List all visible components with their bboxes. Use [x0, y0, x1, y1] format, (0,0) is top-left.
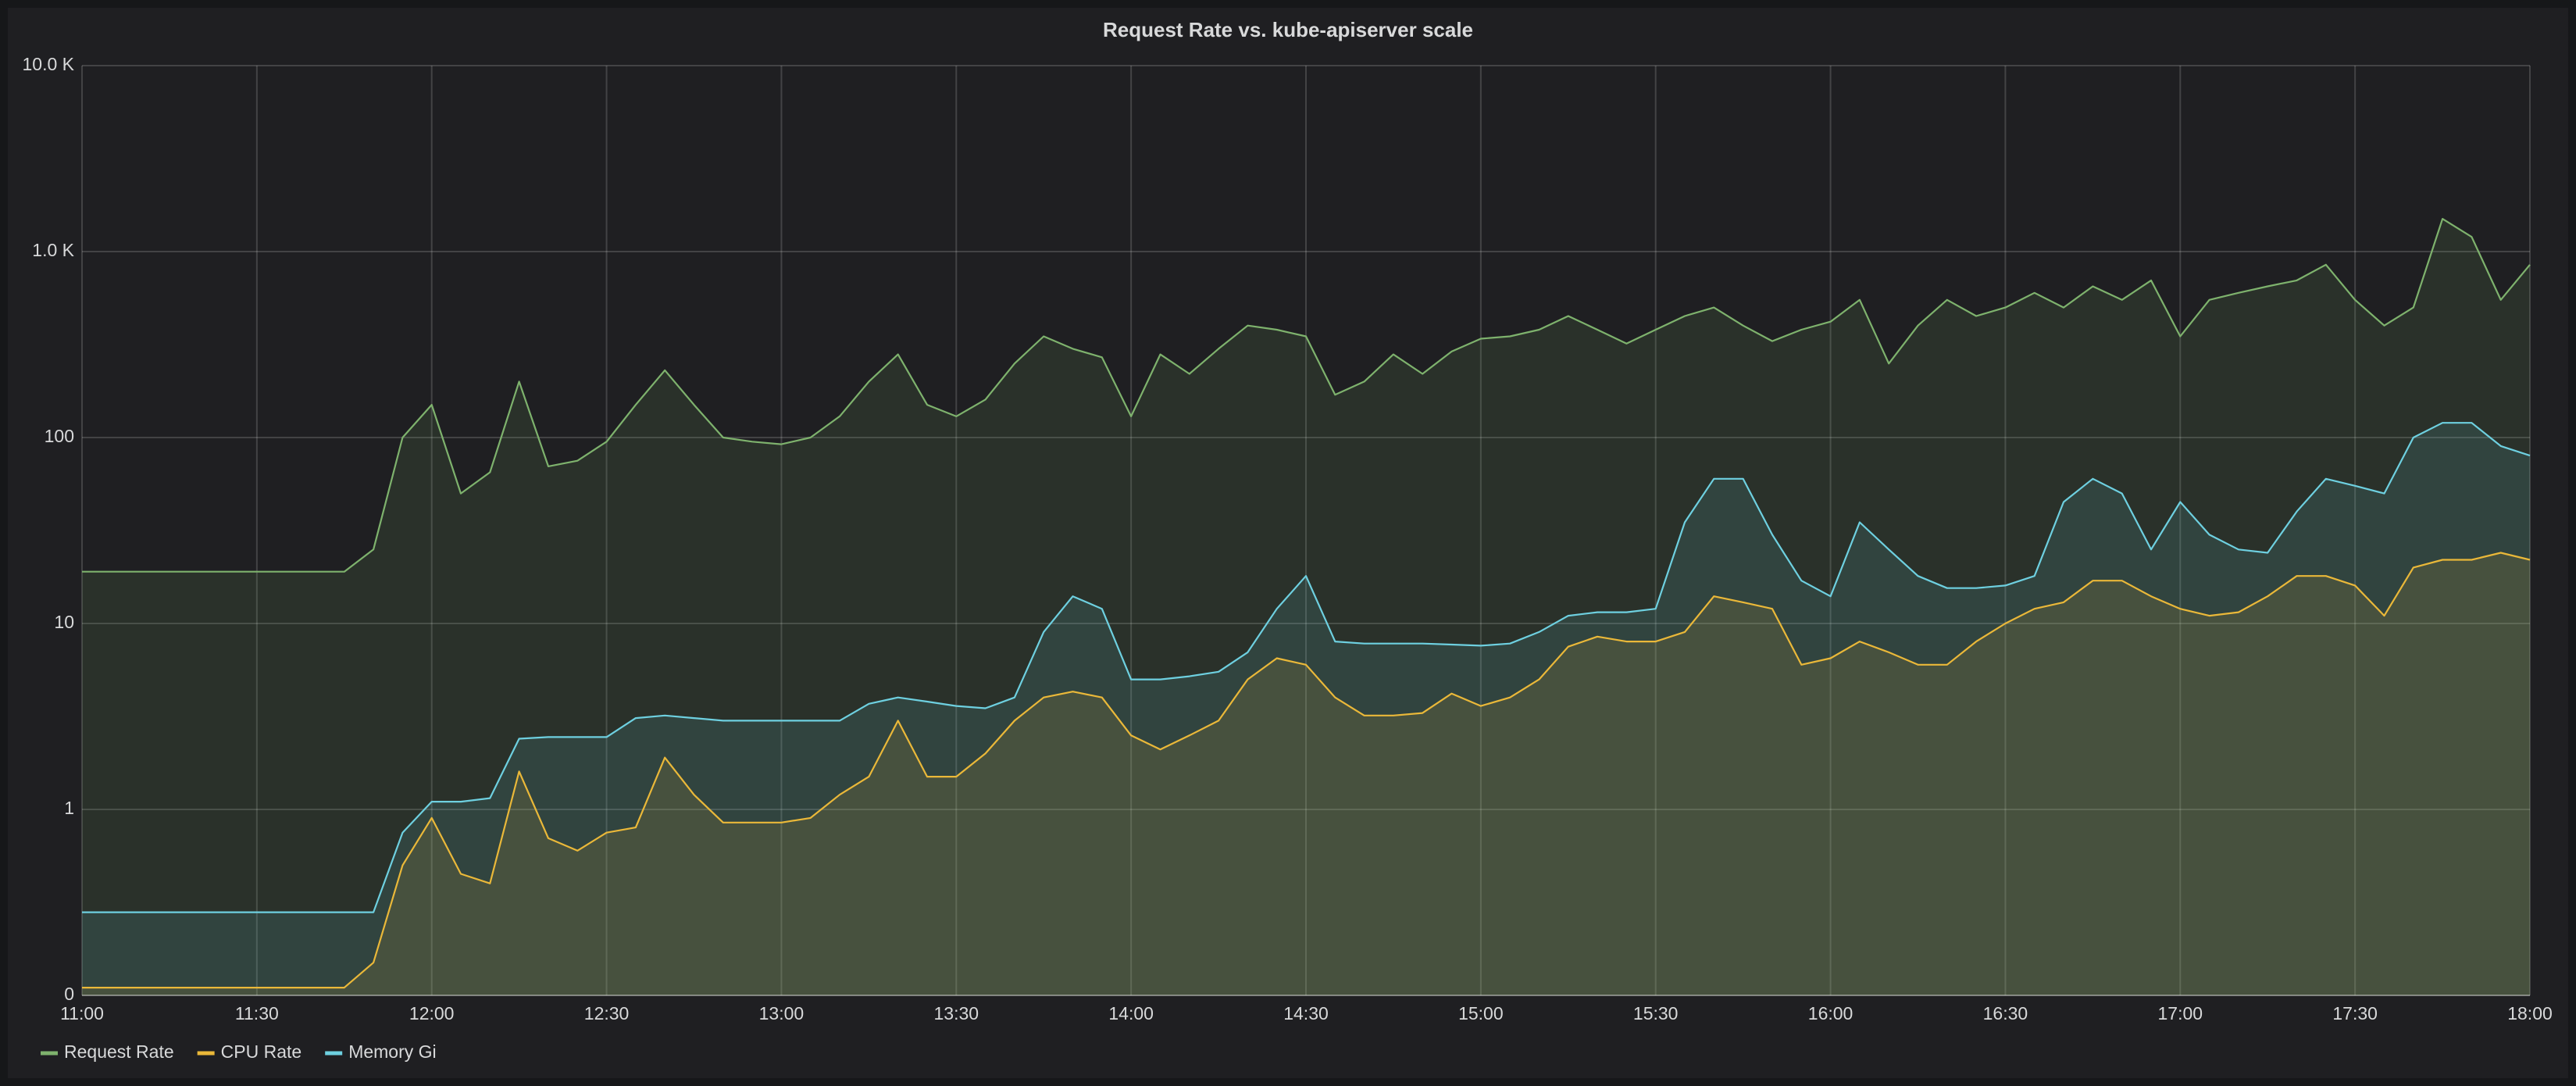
- x-tick-label: 17:30: [2332, 1003, 2378, 1023]
- x-tick-label: 16:30: [1983, 1003, 2028, 1023]
- series-area: [82, 552, 2530, 995]
- y-tick-label: 0: [64, 984, 74, 1004]
- x-tick-label: 16:00: [1808, 1003, 1854, 1023]
- legend-label: Request Rate: [64, 1041, 174, 1062]
- panel: [8, 8, 2568, 1078]
- x-tick-label: 14:30: [1283, 1003, 1329, 1023]
- y-tick-label: 1: [64, 798, 74, 818]
- series-line: [82, 422, 2531, 913]
- x-tick-label: 11:30: [235, 1003, 279, 1023]
- x-tick-label: 14:00: [1108, 1003, 1154, 1023]
- chart-title: Request Rate vs. kube-apiserver scale: [1103, 18, 1473, 41]
- series-area: [82, 423, 2530, 995]
- x-tick-label: 18:00: [2507, 1003, 2553, 1023]
- series-area: [82, 219, 2530, 996]
- y-tick-label: 10.0 K: [23, 54, 75, 74]
- x-tick-label: 15:00: [1458, 1003, 1504, 1023]
- series-line: [82, 218, 2531, 573]
- x-tick-label: 13:30: [934, 1003, 979, 1023]
- legend-label: CPU Rate: [221, 1041, 302, 1062]
- x-tick-label: 12:00: [409, 1003, 455, 1023]
- y-tick-label: 100: [45, 426, 74, 446]
- y-tick-label: 1.0 K: [32, 240, 74, 260]
- series-line: [82, 552, 2531, 989]
- x-tick-label: 11:00: [60, 1003, 104, 1023]
- x-tick-label: 12:30: [584, 1003, 630, 1023]
- x-tick-label: 15:30: [1633, 1003, 1679, 1023]
- legend-label: Memory Gi: [348, 1041, 436, 1062]
- x-tick-label: 13:00: [759, 1003, 805, 1023]
- x-tick-label: 17:00: [2158, 1003, 2203, 1023]
- y-tick-label: 10: [54, 612, 74, 632]
